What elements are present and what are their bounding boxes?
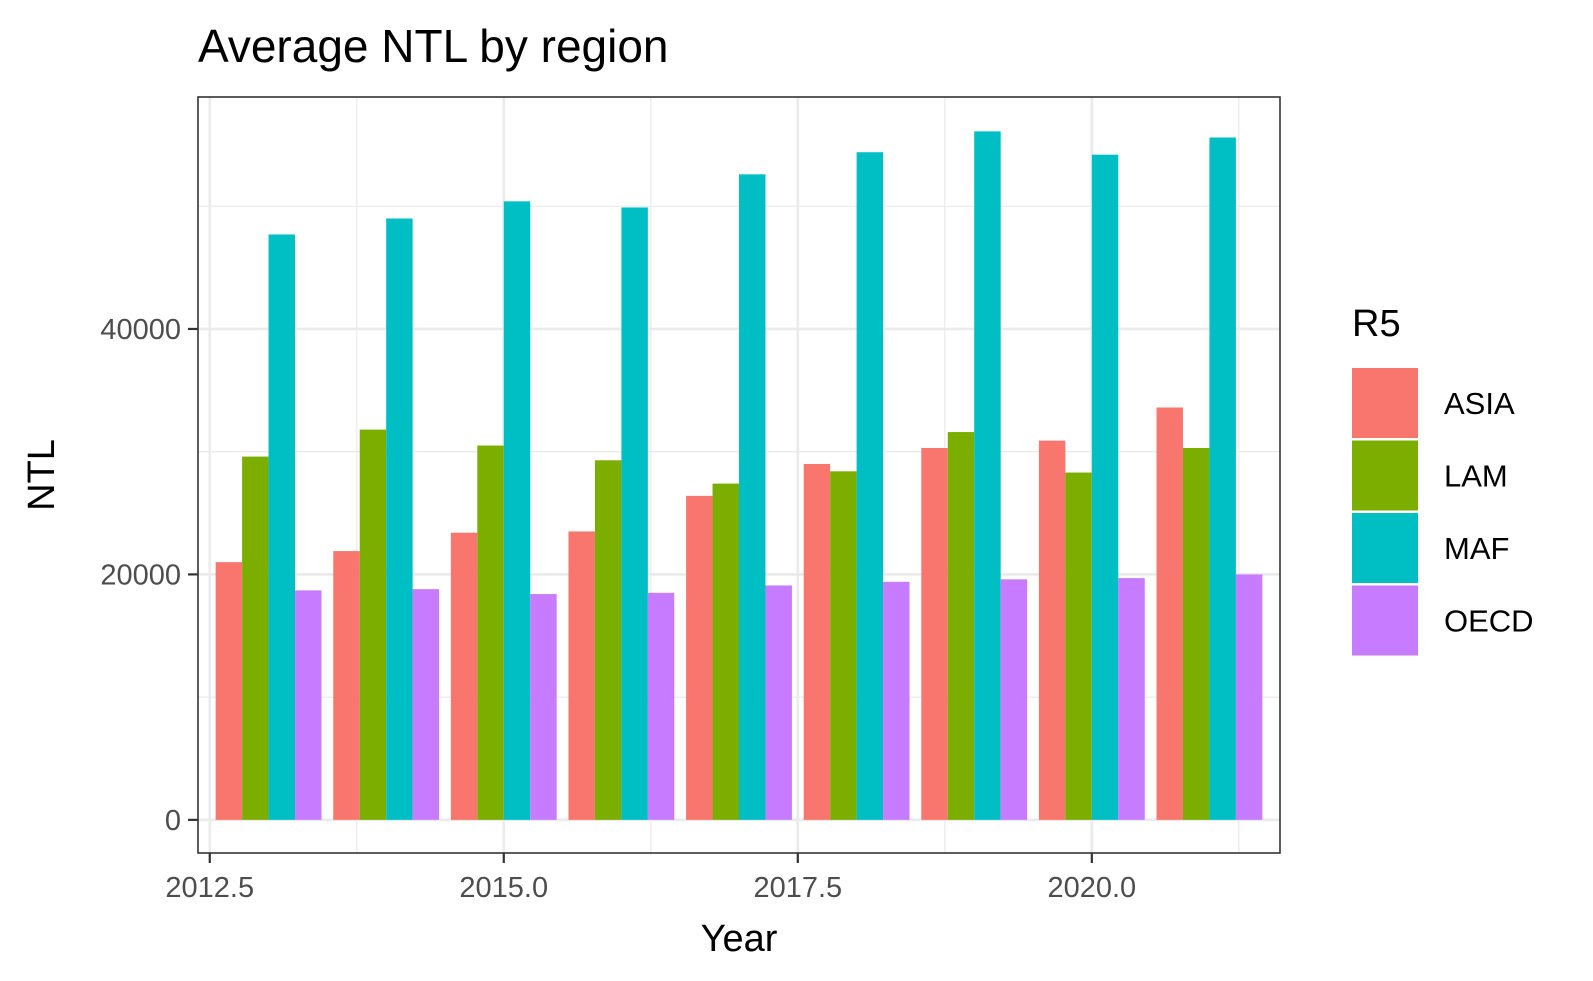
bar-asia-2014	[333, 551, 360, 820]
bar-lam-2013	[242, 456, 269, 820]
legend-label-lam: LAM	[1444, 459, 1508, 494]
bar-lam-2014	[359, 429, 387, 820]
bar-lam-2021	[1182, 448, 1210, 820]
x-tick-label: 2015.0	[459, 872, 548, 904]
bar-oecd-2015	[530, 594, 557, 820]
bar-oecd-2017	[765, 585, 792, 820]
chart-title: Average NTL by region	[198, 20, 669, 72]
bar-lam-2018	[830, 471, 857, 820]
legend-key-oecd	[1352, 585, 1418, 656]
panel-border	[197, 96, 1281, 854]
bar-maf-2013	[268, 234, 296, 820]
plot-panel	[197, 96, 1281, 854]
bar-asia-2017	[686, 495, 713, 820]
legend-label-maf: MAF	[1444, 531, 1509, 566]
bar-maf-2020	[1091, 154, 1119, 820]
bar-lam-2015	[477, 445, 504, 820]
bar-oecd-2016	[647, 592, 675, 820]
bar-maf-2019	[974, 131, 1001, 820]
legend-label-oecd: OECD	[1444, 604, 1534, 639]
legend-title: R5	[1352, 303, 1401, 345]
bar-lam-2017	[712, 483, 739, 820]
legend-key-asia	[1352, 368, 1418, 438]
legend-key-maf	[1352, 513, 1418, 583]
y-tick-label: 0	[165, 805, 181, 837]
bar-oecd-2014	[412, 589, 440, 820]
x-axis: 2012.5 2015.0 2017.5 2020.0	[165, 853, 1136, 904]
x-axis-title: Year	[701, 918, 778, 960]
bar-asia-2016	[568, 531, 595, 820]
bar-maf-2015	[503, 201, 531, 820]
bar-asia-2020	[1038, 440, 1066, 820]
y-tick-label: 20000	[100, 559, 181, 591]
x-tick-label: 2012.5	[165, 872, 254, 904]
legend-label-asia: ASIA	[1444, 386, 1515, 421]
bar-oecd-2021	[1235, 574, 1263, 820]
bar-maf-2016	[621, 207, 648, 820]
y-tick-label: 40000	[100, 314, 181, 346]
bar-asia-2021	[1156, 407, 1183, 820]
x-tick-label: 2020.0	[1047, 872, 1136, 904]
bar-lam-2020	[1065, 472, 1092, 820]
bar-asia-2018	[803, 463, 831, 820]
bar-asia-2015	[450, 532, 478, 820]
y-axis-title: NTL	[21, 439, 63, 511]
bar-maf-2018	[856, 152, 884, 820]
bars	[215, 131, 1263, 820]
legend-key-lam	[1352, 440, 1418, 511]
bar-oecd-2019	[1000, 579, 1028, 820]
bar-oecd-2020	[1118, 578, 1145, 820]
x-tick-label: 2017.5	[753, 872, 842, 904]
legend: R5 ASIA LAM MAF OECD	[1352, 303, 1534, 656]
y-axis: 0 20000 40000	[100, 314, 198, 837]
bar-oecd-2013	[295, 590, 322, 820]
bar-lam-2019	[947, 432, 975, 820]
bar-maf-2021	[1209, 137, 1236, 820]
bar-asia-2013	[215, 562, 243, 820]
bar-maf-2017	[739, 174, 766, 820]
bar-oecd-2018	[883, 581, 910, 820]
bar-lam-2016	[594, 460, 622, 820]
bar-maf-2014	[386, 218, 413, 820]
bar-asia-2019	[921, 448, 948, 820]
